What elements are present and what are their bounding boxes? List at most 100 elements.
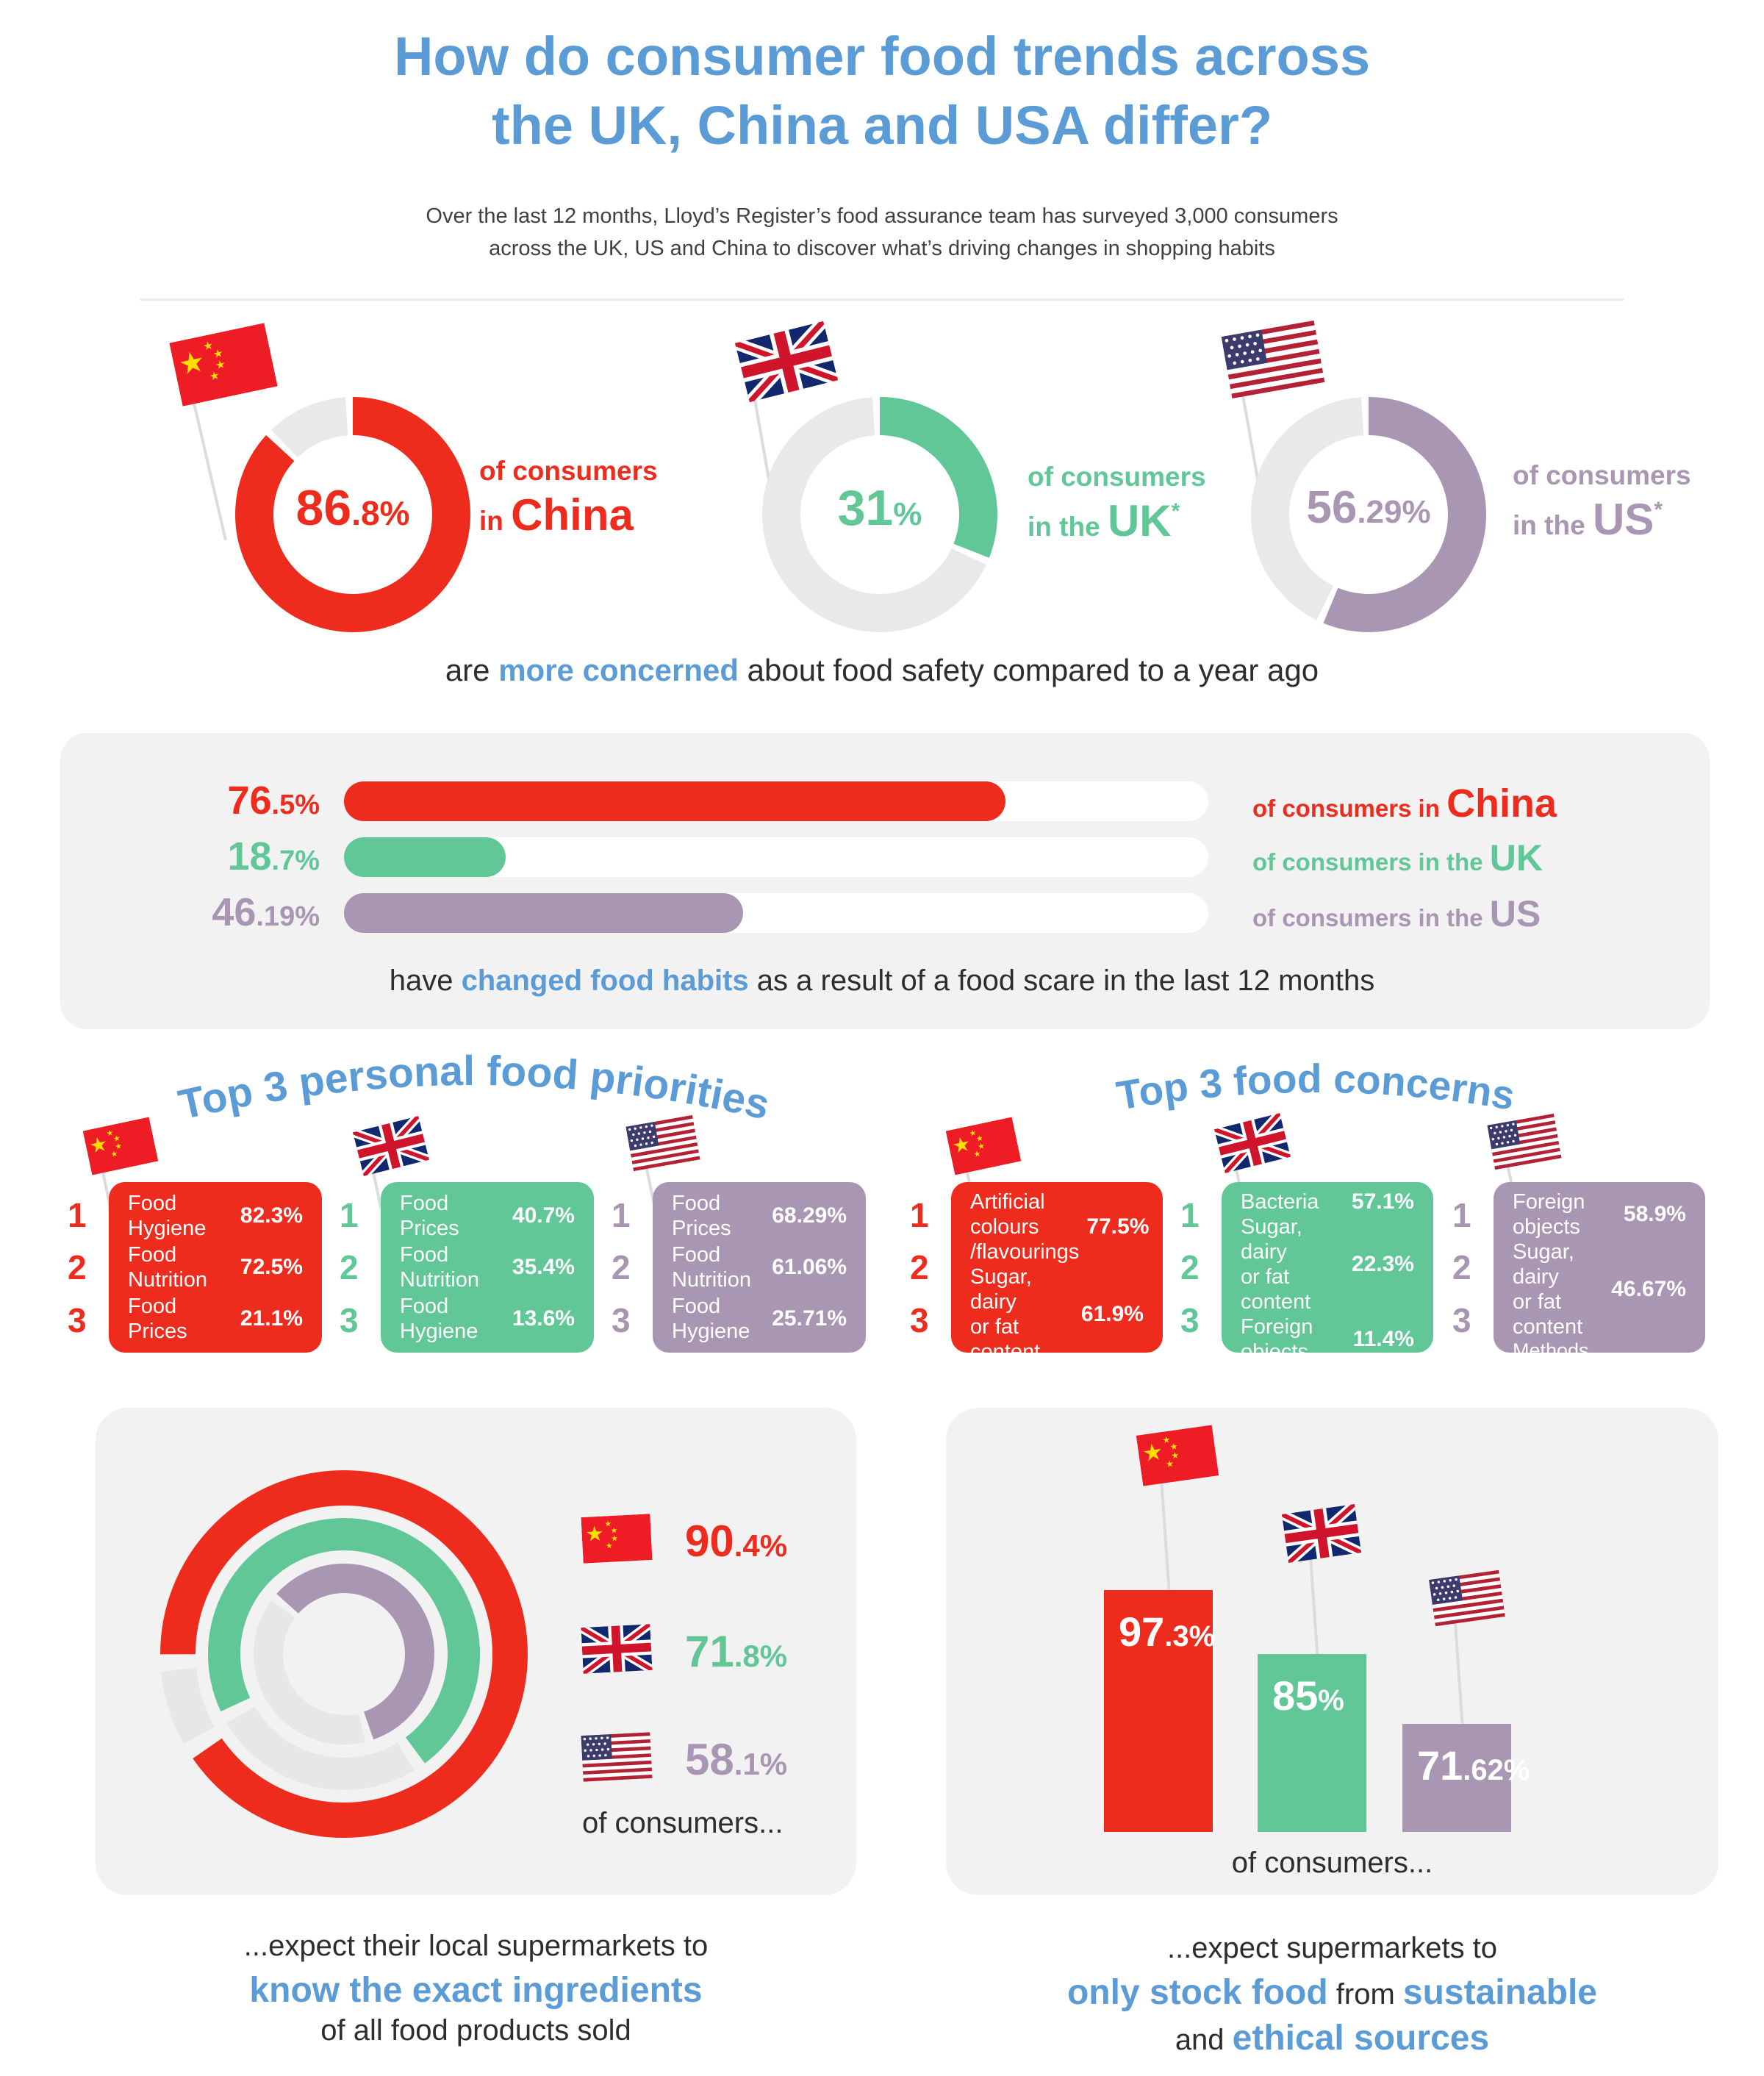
donut-chart-china <box>235 397 470 632</box>
habit-china-bar-fill <box>344 781 1005 821</box>
habit-uk-percent: 18.7% <box>227 834 320 878</box>
rank-2: 2 <box>1452 1248 1471 1286</box>
priorities-china-row-3: Food Prices 21.1% <box>128 1295 303 1343</box>
ingredients-caption-line1: ...expect their local supermarkets to <box>243 1930 709 1962</box>
donut-uk-percent: 31% <box>837 480 922 536</box>
bar-uk: 85% <box>1258 1654 1366 1832</box>
donut-us-label: of consumers in the US* <box>1513 460 1691 544</box>
rank-3: 3 <box>340 1300 359 1339</box>
habit-us-bar-fill <box>344 893 744 933</box>
subtitle-line1: Over the last 12 months, Lloyd’s Registe… <box>426 204 1338 228</box>
svg-text:Top 3 food concerns: Top 3 food concerns <box>1114 1056 1519 1119</box>
rank-3: 3 <box>612 1300 631 1339</box>
concerns-china-flag-icon <box>946 1117 1022 1175</box>
legend-uk-percent: 71.8% <box>685 1627 788 1676</box>
legend-uk-flag-icon <box>581 1624 652 1675</box>
sustainable-caption-line1: ...expect supermarkets to <box>1166 1932 1498 1964</box>
rank-1: 1 <box>910 1195 929 1234</box>
concerns-us-row-1: Foreign objects 58.9% <box>1513 1190 1686 1239</box>
habit-china-label: of consumers in China <box>1252 781 1557 826</box>
habit-china-bar-track <box>344 781 1208 821</box>
rank-3: 3 <box>1180 1300 1200 1339</box>
bar-uk-flag-icon <box>1282 1503 1361 1563</box>
us-flag-icon <box>1222 321 1325 399</box>
concerns-china-ranks: 1 2 3 <box>910 1182 929 1353</box>
donut-uk-arc <box>762 397 997 632</box>
legend-china-percent: 90.4% <box>685 1517 788 1566</box>
bar-us-flag-icon <box>1429 1570 1505 1627</box>
priorities-china-ranks: 1 2 3 <box>68 1182 87 1353</box>
concerns-us-row-2: Sugar, dairy or fat content 46.67% <box>1513 1240 1686 1339</box>
ring-uk-track <box>208 1518 480 1790</box>
legend-china-flag-icon <box>581 1514 652 1564</box>
concerns-us-ranks: 1 2 3 <box>1452 1182 1471 1353</box>
donut-us-arc <box>1251 397 1486 632</box>
priorities-us-row-2: Food Nutrition 61.06% <box>672 1243 847 1292</box>
bar-us: 71.62% <box>1402 1724 1530 1832</box>
concern-statement-highlight: more concerned <box>498 653 739 687</box>
habit-uk-label: of consumers in the UK <box>1252 837 1543 878</box>
page-title-line2: the UK, China and USA differ? <box>491 95 1273 156</box>
concerns-china-row-3: Foreign objects 56% <box>970 1365 1144 1414</box>
donut-china-track <box>235 397 470 632</box>
habit-us-percent: 46.19% <box>212 890 320 934</box>
donut-uk-track <box>762 397 997 632</box>
sustainable-caption-line3: and ethical sources <box>1175 2019 1490 2058</box>
concerns-china-row-1: Artificial colours /flavourings 77.5% <box>970 1190 1150 1264</box>
concerns-uk-row-3: Foreign objects 11.4% <box>1241 1315 1414 1364</box>
concerns-uk-card: Bacteria 57.1% Sugar, dairy or fat conten… <box>1222 1182 1433 1364</box>
bar-china-percent: 97.3% <box>1119 1608 1216 1655</box>
rank-1: 1 <box>1180 1195 1200 1234</box>
concerns-us-card: Foreign objects 58.9% Sugar, dairy or fat… <box>1494 1182 1705 1453</box>
legend-us-flag-icon <box>581 1732 652 1783</box>
rank-1: 1 <box>340 1195 359 1234</box>
bar-uk-percent: 85% <box>1272 1672 1344 1719</box>
priorities-us-card: Food Prices 68.29% Food Nutrition 61.06% F… <box>653 1182 866 1353</box>
concerns-uk-row-1: Bacteria 57.1% <box>1241 1189 1414 1214</box>
ring-uk-arc <box>208 1518 480 1790</box>
ring-us-track <box>254 1564 434 1744</box>
habits-caption: have changed food habits as a result of … <box>389 964 1375 997</box>
bar-china-flag-icon <box>1136 1425 1219 1486</box>
donut-chart-us <box>1251 397 1486 632</box>
rank-3: 3 <box>910 1300 929 1339</box>
subtitle-line2: across the UK, US and China to discover … <box>489 237 1275 260</box>
priorities-uk-ranks: 1 2 3 <box>340 1182 359 1353</box>
habit-us-label: of consumers in the US <box>1252 893 1541 934</box>
priorities-uk-row-3: Food Hygiene 13.6% <box>400 1295 575 1343</box>
concerns-uk-ranks: 1 2 3 <box>1180 1182 1200 1353</box>
rank-3: 3 <box>68 1300 87 1339</box>
ring-china-arc <box>160 1470 528 1838</box>
uk-flag-icon <box>735 321 839 403</box>
habit-uk-bar-fill <box>344 837 506 877</box>
donut-us-percent: 56.29% <box>1306 482 1431 533</box>
priorities-uk-row-1: Food Prices 40.7% <box>400 1192 575 1240</box>
page-title: How do consumer food trends across the U… <box>0 22 1764 160</box>
ingredients-of-consumers: of consumers... <box>582 1807 784 1839</box>
rank-2: 2 <box>612 1248 631 1286</box>
concerns-section-title: Top 3 food concerns <box>1114 1056 1519 1119</box>
concern-statement: are more concerned about food safety com… <box>445 653 1319 687</box>
rank-2: 2 <box>68 1248 87 1286</box>
ingredients-caption-line2: know the exact ingredients <box>249 1971 703 2010</box>
priorities-china-card: Food Hygiene 82.3% Food Nutrition 72.5% Fo… <box>109 1182 322 1353</box>
page-title-line1: How do consumer food trends across <box>393 26 1371 87</box>
priorities-china-row-1: Food Hygiene 82.3% <box>128 1192 303 1240</box>
donut-china-label: of consumers in China <box>479 456 658 540</box>
rank-1: 1 <box>612 1195 631 1234</box>
china-flagpole <box>191 396 227 541</box>
priorities-section-title: Top 3 personal food priorities <box>174 1048 774 1129</box>
rank-2: 2 <box>910 1248 929 1286</box>
priorities-uk-row-2: Food Nutrition 35.4% <box>400 1243 575 1292</box>
priorities-us-row-3: Food Hygiene 25.71% <box>672 1295 847 1343</box>
priorities-china-row-2: Food Nutrition 72.5% <box>128 1243 303 1292</box>
rank-1: 1 <box>68 1195 87 1234</box>
concentric-rings-chart <box>159 1470 528 1838</box>
concerns-china-row-2: Sugar, dairy or fat content 61.9% <box>970 1265 1144 1364</box>
sustainable-caption-line2: only stock food from sustainable <box>1066 1973 1597 2012</box>
donut-chart-uk <box>762 397 997 632</box>
priorities-china-flag-icon <box>83 1117 159 1175</box>
habit-china-percent: 76.5% <box>227 778 320 823</box>
legend-us-percent: 58.1% <box>685 1735 788 1784</box>
donut-china-percent: 86.8% <box>295 480 410 536</box>
